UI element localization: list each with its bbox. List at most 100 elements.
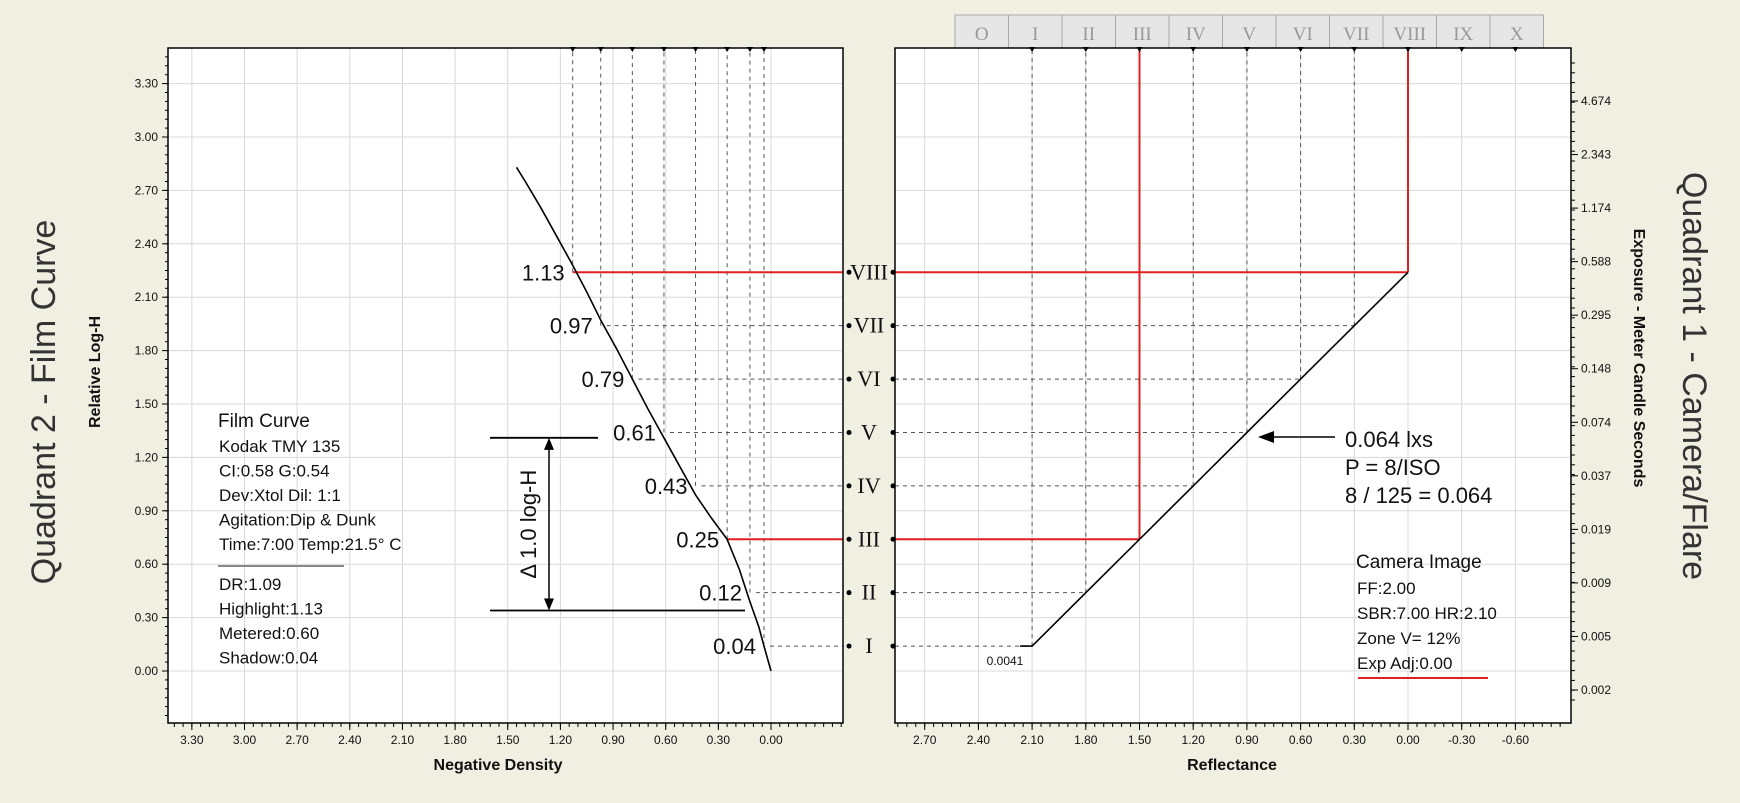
film-plot-frame [167,47,844,724]
film-info-line: Time:7:00 Temp:21.5° C [219,535,402,554]
camera-xtick-label: 2.10 [1020,733,1044,747]
zone-label: IV [857,473,880,498]
film-xtick-label: 3.30 [180,733,204,747]
zone-connector-dot [846,429,852,435]
zone-tab [1008,14,1063,49]
camera-x-axis-label: Reflectance [1187,757,1277,774]
film-ytick-label: 3.00 [135,130,159,144]
zone-connector-dot [846,376,852,382]
film-ytick-label: 1.50 [135,397,159,411]
camera-xtick-label: 0.30 [1343,733,1367,747]
film-info-line: Dev:Xtol Dil: 1:1 [219,486,341,505]
film-plot-area [168,48,843,723]
zone-connector-dot [846,536,852,542]
zone-label: VIII [850,259,888,284]
film-ytick-label: 0.60 [135,557,159,571]
zone-connector-dot [846,323,852,329]
camera-xtick-label: 0.00 [1396,733,1420,747]
film-xtick-label: 0.00 [759,733,783,747]
camera-plot-area [895,48,1571,723]
camera-xtick-label: 1.50 [1128,733,1152,747]
zone-label: VII [854,313,885,338]
density-label: 0.97 [550,314,593,339]
camera-info-title: Camera Image [1356,552,1482,573]
zone-label: II [862,580,877,605]
exposure-tick-label: 0.002 [1581,683,1611,697]
film-xtick-label: 3.00 [233,733,257,747]
zone-connector-dot [846,590,852,596]
film-info-stat: DR:1.09 [219,575,281,594]
film-info-line: Agitation:Dip & Dunk [219,511,376,530]
film-xtick-label: 1.50 [496,733,520,747]
exposure-tick-label: 4.674 [1581,94,1611,108]
camera-plot-frame [894,47,1572,724]
zone-tab-label: VI [1293,24,1313,45]
film-x-axis-label: Negative Density [434,757,563,774]
film-xtick-label: 1.80 [443,733,467,747]
exposure-tick-label: 2.343 [1581,148,1611,162]
density-label: 1.13 [522,260,565,285]
zone-tab-label: III [1133,24,1152,45]
film-xtick-label: 2.10 [391,733,415,747]
density-label: 0.61 [613,420,656,445]
exposure-tick-label: 0.295 [1581,308,1611,322]
film-info-stat: Shadow:0.04 [219,649,318,668]
film-xtick-label: 0.60 [654,733,678,747]
camera-info-line: Exp Adj:0.00 [1357,654,1452,673]
camera-xtick-label: 0.90 [1235,733,1259,747]
exposure-tick-label: 0.005 [1581,629,1611,643]
min-reflectance-label: 0.0041 [987,654,1024,668]
film-ytick-label: 0.30 [135,611,159,625]
film-ytick-label: 2.40 [135,237,159,251]
camera-xtick-label: 2.40 [967,733,991,747]
camera-info-line: Zone V= 12% [1357,629,1461,648]
exposure-tick-label: 0.037 [1581,469,1611,483]
zone-label: VI [857,366,880,391]
delta-arrow-up [544,437,554,450]
exposure-tick-label: 0.019 [1581,522,1611,536]
zone-connector-dot [846,643,852,649]
camera-xtick-label: 0.60 [1289,733,1313,747]
exposure-note-line: 8 / 125 = 0.064 [1345,483,1492,508]
zone-tab-label: IX [1453,24,1473,45]
zone-tab-label: VII [1343,24,1369,45]
zone-tab-label: O [975,24,989,45]
camera-xtick-label: 1.20 [1182,733,1206,747]
film-ytick-label: 3.30 [135,77,159,91]
density-label: 0.04 [713,634,756,659]
density-label: 0.79 [582,367,625,392]
film-info-title: Film Curve [218,411,310,432]
zone-tab [1061,14,1116,49]
exposure-tick-label: 0.009 [1581,576,1611,590]
quadrant-1-title: Quadrant 1 - Camera/Flare [1675,172,1713,580]
film-info-stat: Highlight:1.13 [219,600,323,619]
zone-label: III [858,526,880,551]
delta-arrow-down [544,598,554,611]
zone-connector-dot [846,269,852,275]
film-xtick-label: 0.30 [707,733,731,747]
zone-tab-label: II [1082,24,1095,45]
exposure-arrow-head [1258,431,1274,443]
film-ytick-label: 2.10 [135,290,159,304]
film-ytick-label: 2.70 [135,183,159,197]
density-label: 0.25 [676,527,719,552]
delta-label: Δ 1.0 log-H [516,470,541,579]
zone-tab-label: I [1032,24,1038,45]
zone-label: I [865,633,872,658]
camera-info-line: SBR:7.00 HR:2.10 [1357,604,1497,623]
film-xtick-label: 0.90 [601,733,625,747]
film-ytick-label: 1.80 [135,344,159,358]
exposure-note-line: P = 8/ISO [1345,455,1441,480]
zone-tab-label: V [1242,24,1256,45]
exposure-tick-label: 0.148 [1581,362,1611,376]
quadrant-2-title: Quadrant 2 - Film Curve [25,220,63,585]
zone-tab-label: X [1510,24,1524,45]
film-y-axis-label: Relative Log-H [87,316,104,428]
zone-label: V [861,419,877,444]
zone-tab [1329,14,1384,49]
film-curve-line [515,166,772,672]
film-xtick-label: 1.20 [549,733,573,747]
exposure-tick-label: 1.174 [1581,201,1611,215]
